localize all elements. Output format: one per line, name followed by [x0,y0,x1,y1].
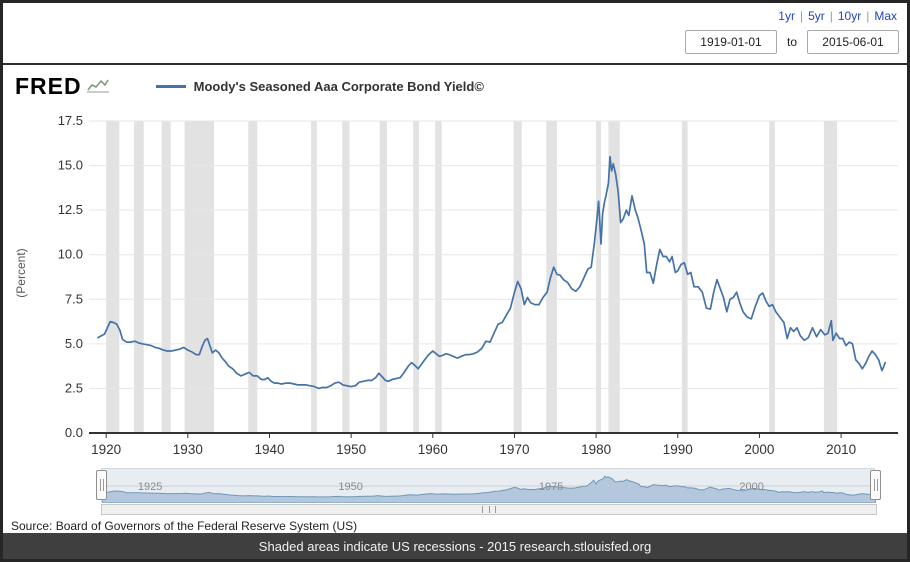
svg-text:17.5: 17.5 [58,113,83,128]
scrollbar-grip-icon[interactable] [482,506,496,513]
link-separator: | [829,9,833,23]
recession-bands [106,121,837,433]
footer-bar: Shaded areas indicate US recessions - 20… [3,533,907,559]
svg-text:1940: 1940 [254,442,284,457]
svg-text:1920: 1920 [91,442,121,457]
svg-text:1930: 1930 [173,442,203,457]
svg-text:1950: 1950 [338,481,362,493]
svg-text:1925: 1925 [138,481,162,493]
source-note: Source: Board of Governors of the Federa… [11,519,358,533]
link-separator: | [866,9,870,23]
legend-line-sample [155,84,186,88]
svg-text:2.5: 2.5 [65,380,83,395]
handle-grip-icon [873,479,878,491]
svg-text:15.0: 15.0 [58,158,83,173]
range-link-10yr[interactable]: 10yr [837,9,862,23]
mini-year-labels: 1925 1950 1975 2000 [138,481,764,493]
svg-text:1975: 1975 [539,481,563,493]
svg-text:1960: 1960 [418,442,448,457]
fred-logo-chart-icon [86,79,109,93]
handle-grip-icon [99,479,104,491]
link-separator: | [799,9,804,23]
range-link-5yr[interactable]: 5yr [808,9,825,23]
footer-note: Shaded areas indicate US recessions - 20… [258,538,652,554]
mini-area-series [101,475,877,504]
svg-text:2010: 2010 [826,442,856,457]
svg-text:2000: 2000 [744,442,774,457]
mini-chart[interactable]: 1925 1950 1975 2000 [101,469,877,504]
range-links: 1yr | 5yr | 10yr | Max [778,9,897,23]
svg-text:1970: 1970 [499,442,529,457]
y-gridlines-and-labels: 0.0 2.5 5.0 7.5 10.0 12.5 15.0 17.5 [58,113,898,440]
x-axis-ticks-and-labels: 1920 1930 1940 1950 1960 1970 1980 1990 2000 2010 [91,433,856,457]
range-handle-right[interactable] [870,470,881,500]
date-range-controls: to [684,30,899,54]
svg-text:1990: 1990 [663,442,693,457]
legend-series-label: Moody's Seasoned Aaa Corporate Bond Yiel… [193,78,484,94]
svg-text:2000: 2000 [739,481,763,493]
svg-text:0.0: 0.0 [65,425,83,440]
svg-text:7.5: 7.5 [65,291,83,306]
fred-logo: FRED [15,72,82,99]
range-link-max[interactable]: Max [874,9,897,23]
range-scrollbar[interactable] [101,504,877,515]
svg-text:12.5: 12.5 [58,202,83,217]
header-divider [3,63,907,65]
svg-text:1980: 1980 [581,442,611,457]
chart-legend: Moody's Seasoned Aaa Corporate Bond Yiel… [155,78,484,94]
mini-range-selector[interactable]: 1925 1950 1975 2000 [101,468,877,504]
range-handle-left[interactable] [96,470,107,500]
logo-row: FRED Moody's Seasoned Aaa Corporate Bond… [15,73,484,99]
date-to-label: to [786,35,797,49]
svg-text:5.0: 5.0 [65,336,83,351]
series-line [97,155,887,390]
svg-text:1950: 1950 [336,442,366,457]
start-date-input[interactable] [684,30,777,54]
range-link-1yr[interactable]: 1yr [778,9,795,23]
main-chart[interactable]: 0.0 2.5 5.0 7.5 10.0 12.5 15.0 17.5 1920 1930 1940… [3,109,910,461]
end-date-input[interactable] [807,30,899,54]
svg-text:10.0: 10.0 [58,247,83,262]
